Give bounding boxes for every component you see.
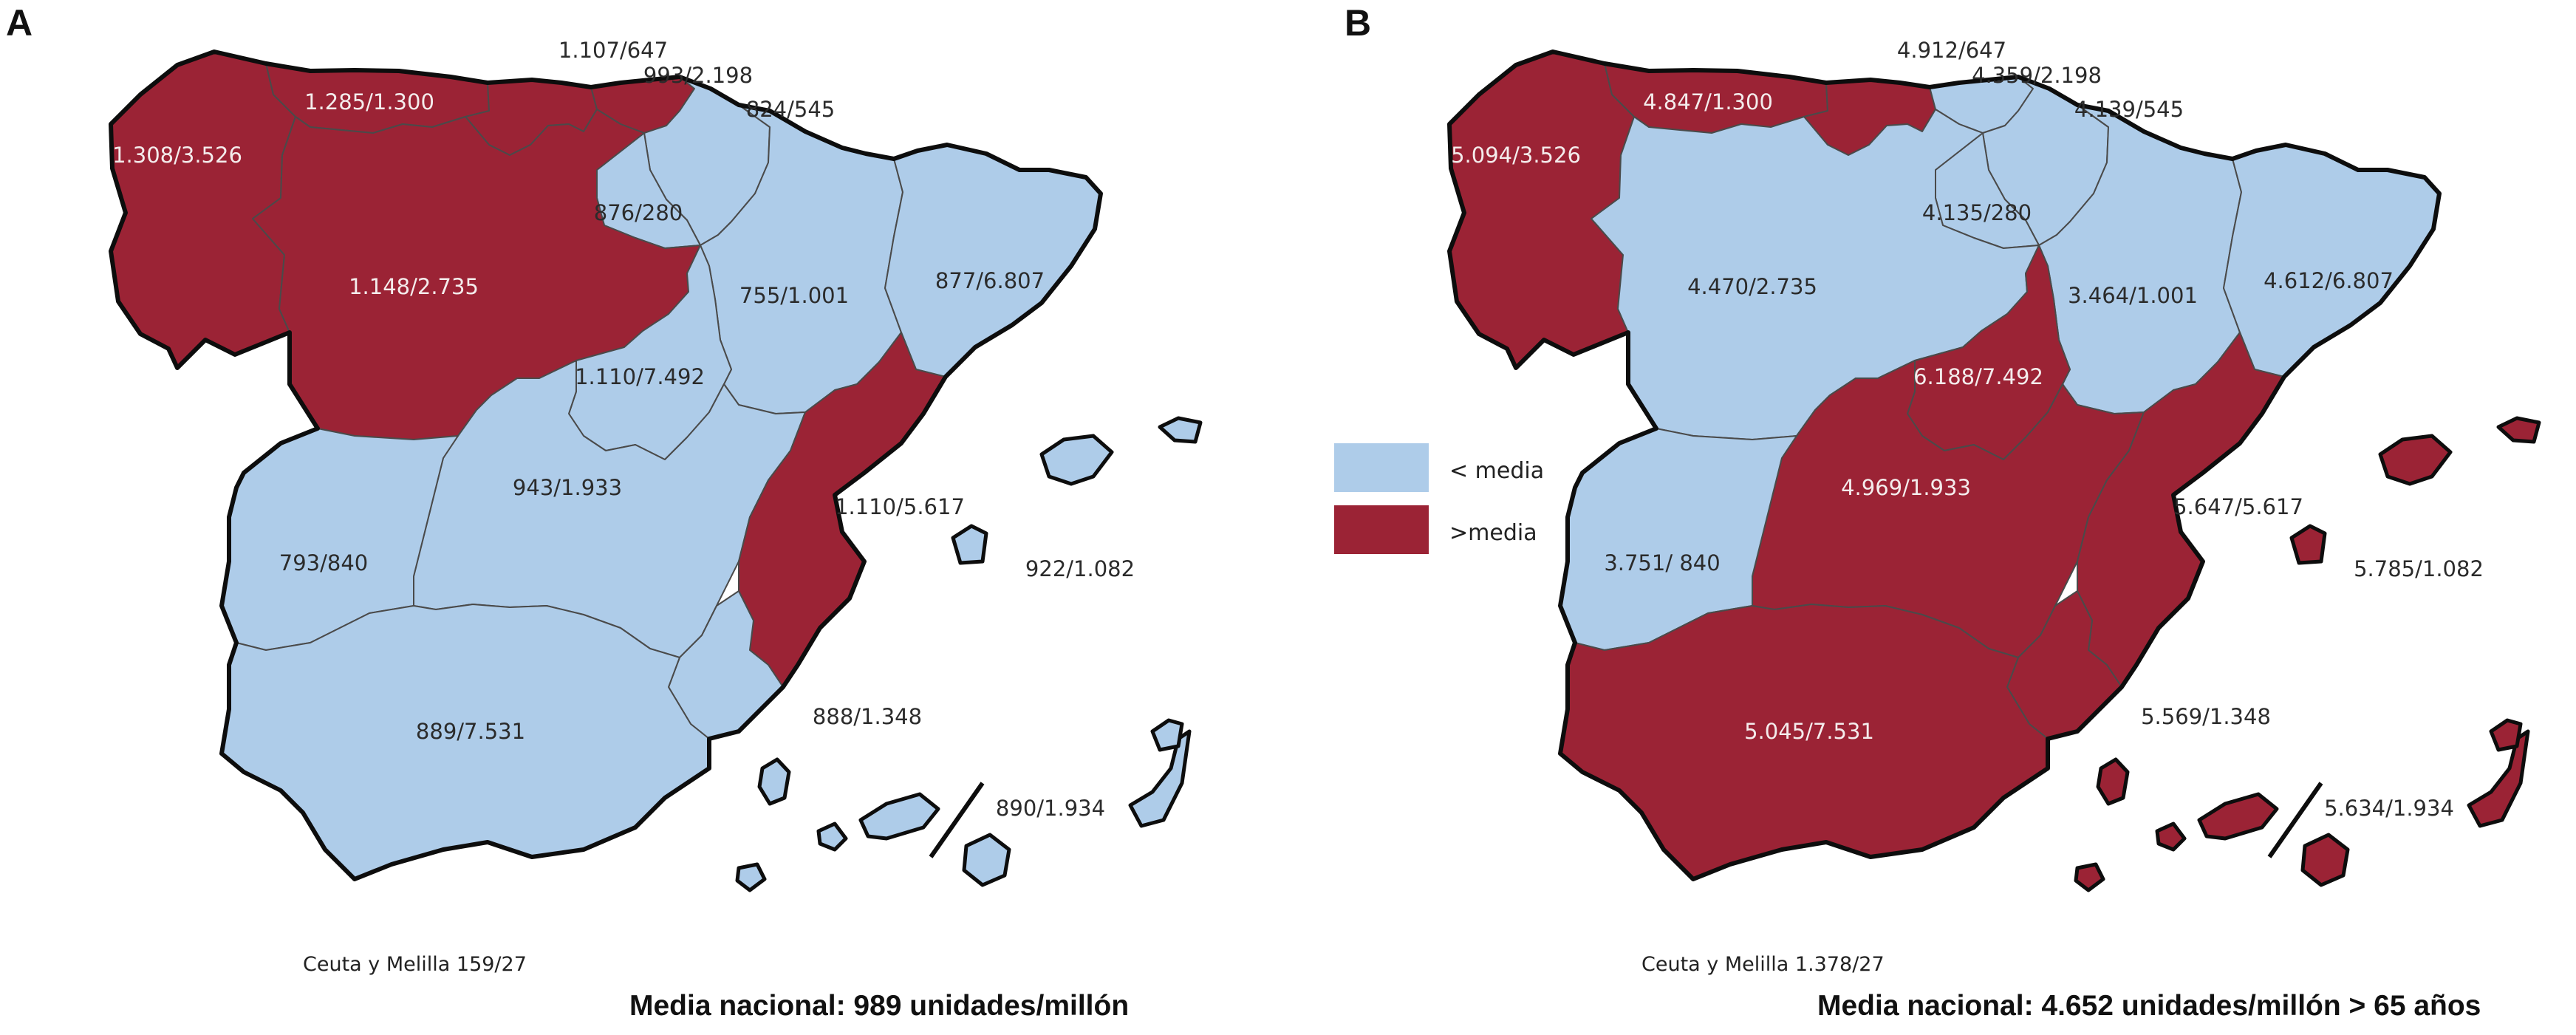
island-canarias [2074,862,2105,892]
coastline [1447,49,2442,881]
region-label-extremadura: 3.751/ 840 [1604,550,1721,575]
ceuta-melilla-note: Ceuta y Melilla 1.378/27 [1641,953,1885,976]
island-canarias [2489,718,2523,752]
region-label-navarra: 4.139/545 [2074,97,2184,122]
island-baleares [1039,434,1114,486]
region-label-canarias: 5.634/1.934 [2324,796,2454,821]
region-label-aragon: 3.464/1.001 [2068,283,2198,308]
region-label-pais-vasco: 4.359/2.198 [1972,63,2102,88]
panel-b-letter: B [1345,2,1372,44]
region-label-valencia: 5.647/5.617 [2173,494,2303,519]
region-label-madrid: 6.188/7.492 [1913,364,2043,389]
coastline [109,49,1103,881]
ceuta-melilla-note: Ceuta y Melilla 159/27 [303,953,527,976]
island-baleares [951,524,988,565]
region-label-extremadura: 793/840 [279,550,369,575]
region-label-cantabria: 1.107/647 [558,38,669,63]
panel-a-letter: A [6,2,33,44]
island-canarias [2155,821,2187,852]
region-label-baleares: 922/1.082 [1025,556,1135,581]
region-label-asturias: 4.847/1.300 [1643,89,1773,115]
legend-above-label: >media [1449,520,1537,546]
region-label-aragon: 755/1.001 [739,283,850,308]
island-canarias [2300,833,2350,887]
island-canarias [2467,729,2530,828]
region-label-murcia: 888/1.348 [812,704,923,729]
region-label-cataluna: 4.612/6.807 [2264,268,2394,293]
region-label-pais-vasco: 993/2.198 [643,63,754,88]
map-panel-b [1447,49,2541,892]
region-label-la-rioja: 876/280 [593,200,683,225]
region-label-madrid: 1.110/7.492 [575,364,705,389]
island-baleares [2378,434,2453,486]
canarias-separator [929,782,985,858]
island-canarias [858,792,940,841]
region-label-castilla-la-mancha: 4.969/1.933 [1841,475,1971,500]
region-label-castilla-leon: 1.148/2.735 [349,274,479,299]
region-label-valencia: 1.110/5.617 [835,494,965,519]
region-label-asturias: 1.285/1.300 [304,89,434,115]
national-average: Media nacional: 4.652 unidades/millón > … [1817,990,2481,1022]
island-baleares [2289,524,2327,565]
region-label-castilla-leon: 4.470/2.735 [1687,274,1817,299]
region-label-galicia: 5.094/3.526 [1451,143,1581,168]
national-average: Media nacional: 989 unidades/millón [629,990,1130,1022]
legend-above-swatch [1334,505,1429,554]
legend-below-swatch [1334,443,1429,492]
region-label-cataluna: 877/6.807 [935,268,1045,293]
region-label-galicia: 1.308/3.526 [112,143,242,168]
region-label-andalucia: 889/7.531 [415,719,526,744]
region-label-baleares: 5.785/1.082 [2354,556,2484,581]
map-panel-a [109,49,1203,892]
region-label-la-rioja: 4.135/280 [1921,200,2032,225]
island-canarias [1150,718,1184,752]
region-label-murcia: 5.569/1.348 [2141,704,2271,729]
island-baleares [2496,416,2541,444]
region-label-navarra: 824/545 [745,97,836,122]
region-cataluna [2223,144,2440,378]
island-canarias [757,757,791,806]
region-label-castilla-la-mancha: 943/1.933 [512,475,623,500]
region-cataluna [884,144,1101,378]
region-label-canarias: 890/1.934 [995,796,1106,821]
island-baleares [1158,416,1203,444]
island-canarias [816,821,848,852]
island-canarias [1128,729,1192,828]
legend-below-label: < media [1449,458,1545,484]
island-canarias [2096,757,2130,806]
region-label-cantabria: 4.912/647 [1896,38,2007,63]
canarias-separator [2267,782,2323,858]
island-canarias [735,862,767,892]
island-canarias [962,833,1011,887]
region-label-andalucia: 5.045/7.531 [1744,719,1874,744]
island-canarias [2197,792,2279,841]
